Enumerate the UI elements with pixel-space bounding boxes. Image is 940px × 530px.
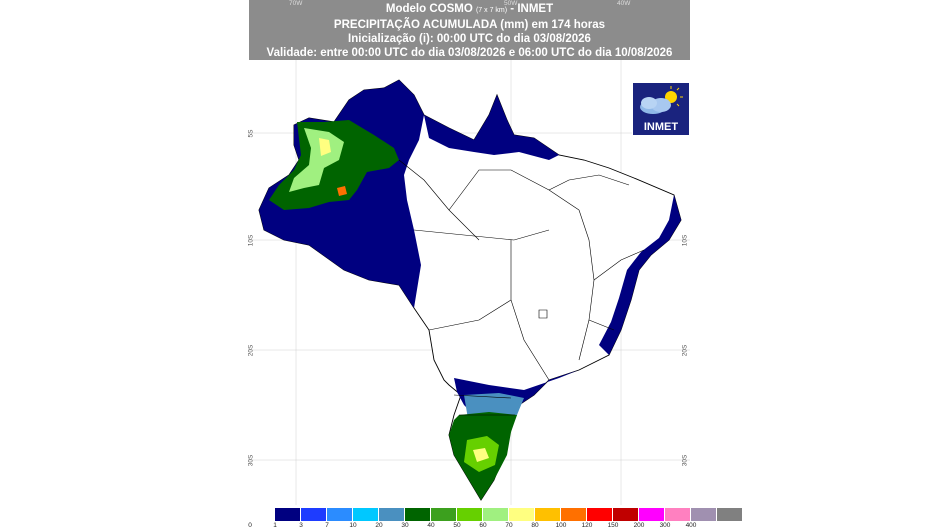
- legend-swatch: [379, 508, 405, 521]
- legend-swatch: [483, 508, 509, 521]
- legend-swatch: [613, 508, 639, 521]
- lat-label-30s-right: 30S: [681, 454, 689, 467]
- legend-tick-label: 100: [555, 522, 567, 529]
- legend-tick-label: 120: [581, 522, 593, 529]
- state-borders: [398, 159, 645, 416]
- logo-text: INMET: [643, 121, 679, 133]
- lat-label-5s: 5S: [247, 129, 255, 138]
- legend-tick-label: 60: [479, 522, 487, 529]
- legend-swatch: [327, 508, 353, 521]
- legend-swatch: [405, 508, 431, 521]
- legend-swatch: [561, 508, 587, 521]
- map-header: Modelo COSMO (7 x 7 km) - INMET PRECIPIT…: [249, 0, 690, 60]
- lat-label-10s-right: 10S: [681, 234, 689, 247]
- precip-northwest-light: [289, 128, 344, 192]
- legend-swatch: [691, 508, 717, 521]
- legend-swatch: [717, 508, 743, 521]
- header-line-validity: Validade: entre 00:00 UTC do dia 03/08/2…: [266, 47, 673, 59]
- legend-tick-label: 10: [349, 522, 357, 529]
- model-source: - INMET: [510, 3, 554, 15]
- precip-coast-east: [599, 195, 681, 355]
- header-line-model: Modelo COSMO (7 x 7 km) - INMET: [249, 2, 690, 18]
- legend-swatch: [535, 508, 561, 521]
- lon-label-50w: 50W: [504, 0, 518, 7]
- precip-south-yellow: [473, 448, 489, 462]
- cloud-sun-icon: [640, 86, 683, 114]
- legend-tick-label: 150: [607, 522, 619, 529]
- inmet-logo: INMET: [632, 82, 690, 136]
- legend-swatch: [509, 508, 535, 521]
- precip-northwest-yellow: [319, 138, 331, 156]
- lon-label-40w: 40W: [617, 0, 631, 7]
- legend-tick-label: 3: [299, 522, 303, 529]
- map-area: 5S 10S 20S 30S 10S 20S 30S: [247, 60, 690, 505]
- legend-tick-label: 40: [427, 522, 435, 529]
- legend-swatch: [431, 508, 457, 521]
- legend-tick-label: 1: [273, 522, 277, 529]
- legend-tick-label: 7: [325, 522, 329, 529]
- forecast-figure: Modelo COSMO (7 x 7 km) - INMET PRECIPIT…: [247, 0, 743, 530]
- legend-swatch: [301, 508, 327, 521]
- precipitation-legend: 0 1 3 7 10 20 30 40 50 60 70 80 100 120 150 200 300 400: [248, 508, 743, 530]
- lat-label-20s-right: 20S: [681, 344, 689, 357]
- legend-tick-label: 30: [401, 522, 409, 529]
- model-name: Modelo COSMO: [385, 3, 473, 15]
- legend-swatch: [587, 508, 613, 521]
- legend-tick-label: 400: [685, 522, 697, 529]
- legend-tick-label: 50: [453, 522, 461, 529]
- lat-label-20s: 20S: [247, 344, 255, 357]
- legend-tick-label: 300: [659, 522, 671, 529]
- precip-northwest-orange: [337, 186, 347, 196]
- legend-tick-label: 70: [505, 522, 513, 529]
- model-resolution: (7 x 7 km): [475, 7, 508, 14]
- brazil-map: [249, 60, 690, 505]
- legend-swatch: [353, 508, 379, 521]
- header-line-title: PRECIPITAÇÃO ACUMULADA (mm) em 174 horas: [333, 19, 606, 31]
- lat-label-10s: 10S: [247, 234, 255, 247]
- legend-tick-label: 0: [248, 522, 252, 529]
- legend-swatch: [275, 508, 301, 521]
- lon-label-70w: 70W: [289, 0, 303, 7]
- precip-coast-north: [424, 95, 559, 160]
- legend-swatch: [639, 508, 665, 521]
- legend-swatch: [665, 508, 691, 521]
- header-line-init: Inicialização (i): 00:00 UTC do dia 03/0…: [348, 33, 591, 45]
- legend-swatch: [457, 508, 483, 521]
- lat-label-30s: 30S: [247, 454, 255, 467]
- legend-tick-label: 200: [633, 522, 645, 529]
- legend-tick-label: 80: [531, 522, 539, 529]
- legend-tick-label: 20: [375, 522, 383, 529]
